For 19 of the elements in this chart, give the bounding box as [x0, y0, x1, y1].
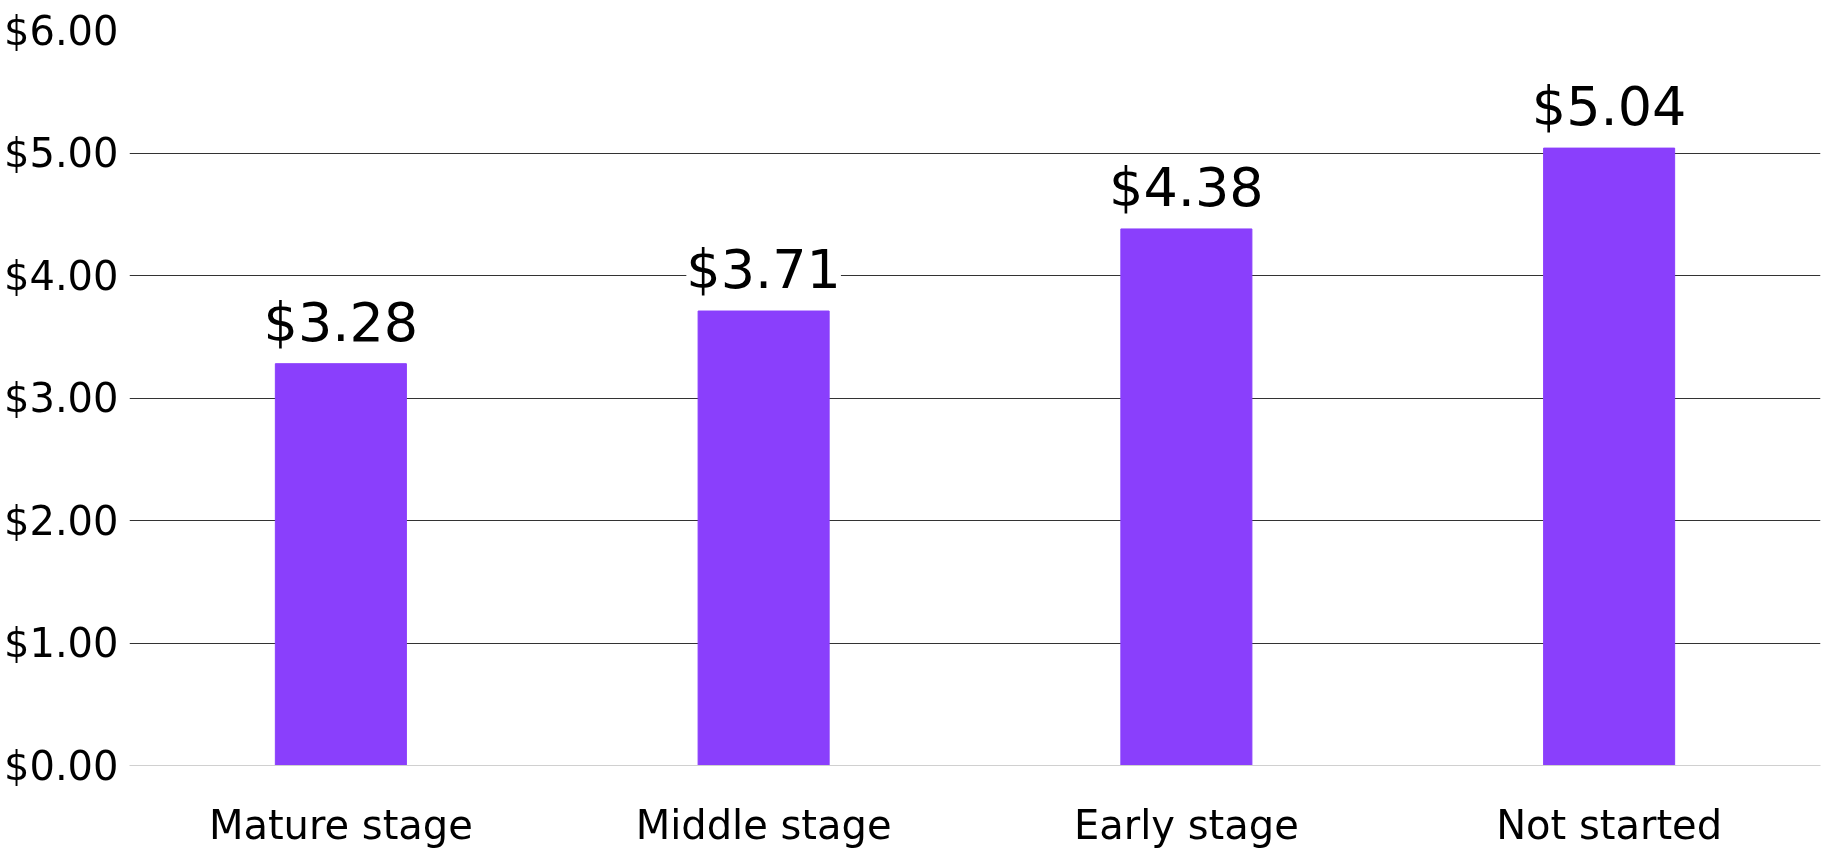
y-tick-label: $5.00 [3, 130, 119, 176]
bar [274, 363, 407, 766]
data-label: $3.71 [686, 238, 841, 302]
x-tick-label: Mature stage [208, 801, 473, 848]
bar [697, 310, 830, 766]
y-tick-label: $0.00 [3, 742, 119, 789]
y-tick-label: $1.00 [3, 620, 119, 666]
y-tick-label: $3.00 [3, 375, 119, 421]
data-label: $3.28 [263, 290, 419, 354]
x-tick-label: Early stage [1073, 801, 1299, 848]
y-tick-label: $4.00 [3, 252, 119, 299]
data-label: $5.04 [1531, 75, 1687, 139]
bar [1543, 147, 1676, 766]
y-tick-label: $2.00 [3, 497, 119, 544]
x-tick-label: Middle stage [635, 801, 892, 848]
data-label: $4.38 [1109, 155, 1264, 219]
x-tick-label: Not started [1496, 801, 1723, 848]
bar [1120, 228, 1253, 766]
y-tick-label: $6.00 [3, 7, 119, 54]
